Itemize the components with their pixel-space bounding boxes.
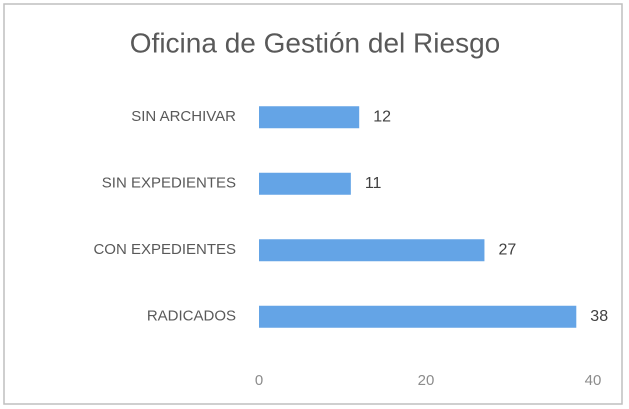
bar [259, 239, 485, 262]
data-label: 11 [365, 175, 382, 192]
data-label: 38 [590, 308, 608, 325]
x-tick-label: 40 [585, 372, 602, 389]
y-tick-label: CON EXPEDIENTES [93, 241, 236, 258]
y-tick-label: RADICADOS [147, 308, 236, 325]
y-tick-label: SIN EXPEDIENTES [102, 175, 236, 192]
bar [259, 172, 351, 195]
x-tick-label: 20 [418, 372, 435, 389]
chart-frame [3, 3, 623, 405]
x-tick-label: 0 [255, 372, 263, 389]
bar [259, 106, 360, 129]
chart-title: Oficina de Gestión del Riesgo [130, 27, 500, 58]
bar [259, 305, 577, 328]
data-label: 12 [373, 108, 391, 125]
data-label: 27 [498, 241, 516, 258]
y-tick-label: SIN ARCHIVAR [131, 108, 236, 125]
